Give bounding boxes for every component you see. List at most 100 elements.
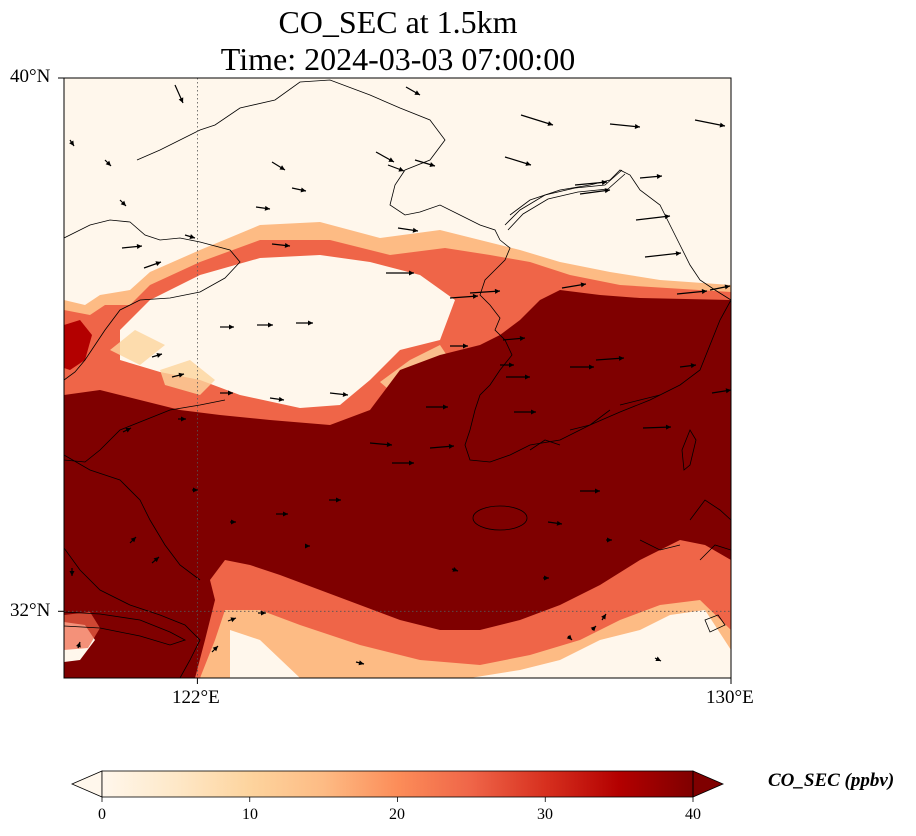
field-sw-corner-mid <box>64 612 100 650</box>
field-low-pocket <box>120 255 455 408</box>
wind-vector <box>296 320 313 326</box>
wind-vector <box>230 519 236 525</box>
wind-vector <box>635 214 671 221</box>
inner-province-border <box>64 454 201 581</box>
coastlines <box>64 79 731 678</box>
lon-label-130: 130°E <box>706 687 754 708</box>
wind-vector <box>258 610 266 616</box>
wind-vector <box>387 164 405 172</box>
wind-vector <box>122 427 132 433</box>
wind-vector <box>271 242 291 248</box>
wind-vector <box>520 114 554 126</box>
wind-vector <box>502 335 526 341</box>
wind-vector <box>451 567 459 572</box>
lon-label-122: 122°E <box>172 687 220 708</box>
axis-ticks <box>58 77 732 684</box>
wind-vector <box>709 284 731 291</box>
wind-vector <box>355 660 365 666</box>
wind-vector <box>561 282 587 289</box>
wind-vector <box>606 537 612 543</box>
wind-vector <box>504 156 532 166</box>
wind-vector <box>601 613 607 621</box>
wind-vector <box>192 487 198 493</box>
korea-north-border <box>509 169 731 301</box>
tsushima-island <box>681 429 697 471</box>
yalu-river-2 <box>507 173 626 231</box>
wind-vector <box>375 151 395 163</box>
colorbar-tick-40: 40 <box>685 806 701 823</box>
wind-vector <box>151 353 163 358</box>
colorbar-extend-high <box>692 770 725 798</box>
wind-vector <box>143 261 162 269</box>
field-pocket-edge <box>110 330 450 395</box>
japan-coast <box>689 499 731 633</box>
colorbar <box>70 770 725 802</box>
wind-vector <box>642 424 672 430</box>
wind-vector <box>305 543 310 549</box>
wind-vector <box>676 289 708 295</box>
wind-vector <box>566 634 573 641</box>
wind-vector <box>151 556 160 564</box>
wind-vector <box>580 488 600 494</box>
wind-vector <box>69 568 75 576</box>
colorbar-tick-20: 20 <box>389 806 405 823</box>
lat-label-40: 40°N <box>10 66 51 87</box>
wind-vector <box>547 520 563 526</box>
plot-frame <box>63 77 732 679</box>
wind-vector <box>227 617 237 623</box>
wind-vector <box>500 362 514 368</box>
wind-vector <box>276 511 288 517</box>
yalu-river <box>504 169 623 226</box>
wind-vector <box>654 656 662 662</box>
wind-vector <box>469 288 501 294</box>
wind-vector <box>329 391 349 397</box>
colorbar-tick-0: 0 <box>98 806 106 823</box>
bohai-west-coast <box>64 219 241 381</box>
wind-vector <box>129 536 137 544</box>
concentration-field <box>64 78 731 678</box>
wind-vector <box>450 343 468 349</box>
wind-vector <box>369 442 393 448</box>
field-west-blob <box>64 320 92 370</box>
wind-vector <box>570 364 594 370</box>
wind-vector <box>639 173 663 179</box>
wind-vector <box>220 390 233 396</box>
wind-vector <box>171 372 185 378</box>
wind-vector <box>426 404 448 410</box>
yangtze-estuary <box>64 611 187 646</box>
wind-vector <box>574 179 608 186</box>
wind-vector <box>644 251 682 258</box>
wind-vector <box>329 497 341 503</box>
wind-vector <box>211 645 219 653</box>
wind-vector <box>104 159 112 167</box>
wind-vector <box>595 355 625 361</box>
wind-vector <box>397 227 419 233</box>
colorbar-title: CO_SEC (ppbv) <box>768 770 895 791</box>
wind-vector <box>449 293 479 299</box>
wind-vector <box>711 388 732 394</box>
wind-vector <box>69 139 75 147</box>
colorbar-ticks <box>101 797 694 802</box>
field-plume-core <box>64 290 731 678</box>
wind-vector <box>514 409 536 415</box>
wind-vector <box>543 575 549 581</box>
wind-vector <box>174 84 184 104</box>
jeju-island <box>472 505 528 531</box>
wind-vector <box>579 188 611 195</box>
colorbar-gradient <box>102 771 693 797</box>
liaodong-coast <box>136 79 501 241</box>
wind-vector <box>76 641 81 649</box>
wind-vector <box>405 86 421 96</box>
wind-vector <box>414 159 436 167</box>
shandong-coast <box>64 399 226 463</box>
wind-vector <box>121 244 143 249</box>
map-title-line-1: CO_SEC at 1.5km <box>278 4 518 40</box>
wind-vector <box>220 324 234 330</box>
china-east-coast <box>64 547 201 678</box>
wind-vector <box>255 205 271 211</box>
wind-vectors <box>69 84 732 666</box>
wind-vector <box>291 187 307 193</box>
wind-vector <box>257 322 273 328</box>
wind-vector <box>609 123 641 129</box>
wind-vector <box>506 374 530 380</box>
